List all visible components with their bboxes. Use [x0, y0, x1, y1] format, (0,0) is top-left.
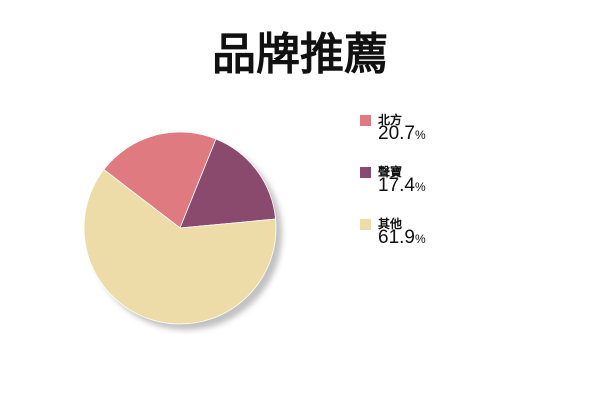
legend-label: 北方	[378, 113, 403, 127]
legend-percent: 20.7	[378, 123, 415, 144]
legend-value: 17.4%	[378, 175, 426, 197]
legend-percent: 61.9	[378, 227, 415, 248]
pie-slice-1	[179, 138, 277, 229]
legend-label: 聲寶	[378, 165, 403, 179]
percent-unit: %	[414, 128, 426, 142]
chart-title: 品牌推薦	[212, 29, 388, 80]
legend-swatch	[360, 219, 371, 230]
legend-value: 61.9%	[378, 227, 426, 249]
pie-slice-2	[83, 168, 277, 325]
legend-swatch	[360, 115, 371, 126]
legend-label: 其他	[378, 217, 403, 231]
legend-percent: 17.4	[378, 175, 415, 196]
pie-slice-0	[103, 131, 217, 229]
legend-swatch	[360, 167, 371, 178]
percent-unit: %	[414, 180, 426, 194]
legend-value: 20.7%	[378, 123, 426, 145]
percent-unit: %	[414, 232, 426, 246]
